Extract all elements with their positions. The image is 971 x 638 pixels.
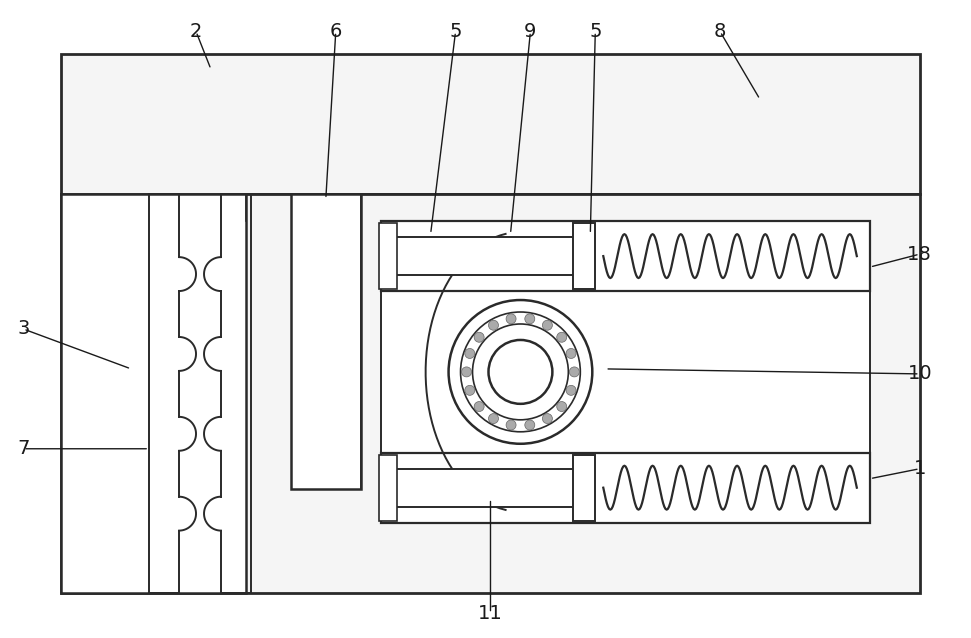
Circle shape [506,420,516,430]
Bar [381,469,576,507]
Circle shape [488,340,552,404]
Bar [573,223,595,289]
Text: 6: 6 [329,22,342,41]
Circle shape [465,348,475,359]
Text: 18: 18 [907,244,932,263]
Text: 8: 8 [714,22,726,41]
Bar [381,237,576,275]
Circle shape [474,401,485,412]
Circle shape [488,320,498,330]
Circle shape [569,367,580,377]
Bar [61,194,246,593]
Bar [381,221,870,291]
Bar [381,291,870,453]
Bar [61,54,920,593]
Circle shape [566,348,576,359]
Circle shape [566,385,576,396]
Circle shape [449,300,592,444]
Circle shape [460,312,581,432]
Circle shape [474,332,485,342]
Text: 9: 9 [524,22,537,41]
Circle shape [524,314,535,324]
Bar [379,455,397,521]
Bar [291,194,361,489]
Circle shape [506,314,516,324]
Text: 2: 2 [190,22,202,41]
Text: 1: 1 [914,459,926,478]
Text: 11: 11 [478,604,503,623]
Circle shape [473,324,568,420]
Circle shape [524,420,535,430]
Text: 5: 5 [589,22,602,41]
Text: 3: 3 [17,320,29,339]
Circle shape [556,401,567,412]
Circle shape [488,413,498,424]
Circle shape [543,320,552,330]
Text: 5: 5 [450,22,462,41]
Bar [379,223,397,289]
Circle shape [461,367,472,377]
Circle shape [543,413,552,424]
Bar [573,455,595,521]
Text: 7: 7 [17,439,29,458]
Text: 10: 10 [907,364,932,383]
Circle shape [556,332,567,342]
Bar [381,453,870,523]
Circle shape [465,385,475,396]
